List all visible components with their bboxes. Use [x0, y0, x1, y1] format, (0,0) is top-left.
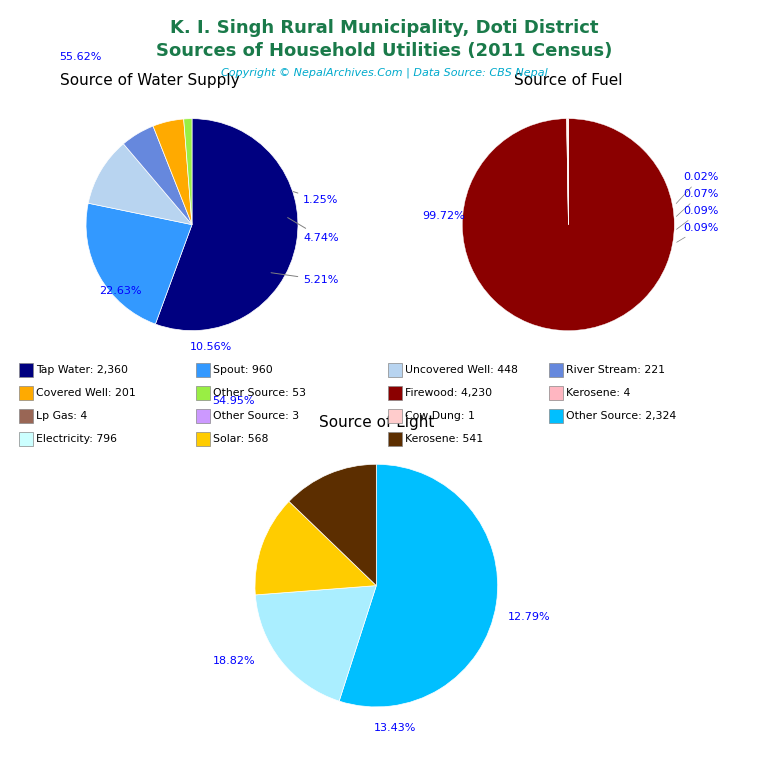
- Wedge shape: [88, 144, 192, 224]
- Text: Source of Water Supply: Source of Water Supply: [59, 73, 239, 88]
- Text: Firewood: 4,230: Firewood: 4,230: [405, 388, 492, 399]
- Text: Covered Well: 201: Covered Well: 201: [36, 388, 136, 399]
- Wedge shape: [339, 464, 498, 707]
- Text: 5.21%: 5.21%: [271, 273, 339, 285]
- Text: Spout: 960: Spout: 960: [213, 365, 273, 376]
- Text: 55.62%: 55.62%: [60, 52, 102, 62]
- Text: Copyright © NepalArchives.Com | Data Source: CBS Nepal: Copyright © NepalArchives.Com | Data Sou…: [220, 68, 548, 78]
- Text: 13.43%: 13.43%: [373, 723, 415, 733]
- Text: 0.09%: 0.09%: [677, 223, 718, 242]
- Wedge shape: [155, 118, 298, 330]
- Text: Electricity: 796: Electricity: 796: [36, 434, 117, 445]
- Wedge shape: [567, 119, 568, 224]
- Text: 1.25%: 1.25%: [293, 191, 339, 206]
- Text: Lp Gas: 4: Lp Gas: 4: [36, 411, 88, 422]
- Wedge shape: [567, 119, 568, 224]
- Text: Sources of Household Utilities (2011 Census): Sources of Household Utilities (2011 Cen…: [156, 42, 612, 60]
- Text: 22.63%: 22.63%: [99, 286, 141, 296]
- Text: Tap Water: 2,360: Tap Water: 2,360: [36, 365, 128, 376]
- Text: 0.07%: 0.07%: [677, 189, 718, 217]
- Text: Other Source: 53: Other Source: 53: [213, 388, 306, 399]
- Text: Other Source: 3: Other Source: 3: [213, 411, 299, 422]
- Text: 18.82%: 18.82%: [213, 657, 255, 667]
- Wedge shape: [153, 119, 192, 224]
- Text: 0.09%: 0.09%: [677, 206, 718, 230]
- Text: K. I. Singh Rural Municipality, Doti District: K. I. Singh Rural Municipality, Doti Dis…: [170, 19, 598, 37]
- Wedge shape: [289, 464, 376, 585]
- Text: 4.74%: 4.74%: [288, 217, 339, 243]
- Wedge shape: [124, 126, 192, 224]
- Wedge shape: [255, 502, 376, 595]
- Text: 0.02%: 0.02%: [676, 172, 718, 204]
- Wedge shape: [86, 204, 192, 324]
- Title: Source of Fuel: Source of Fuel: [514, 73, 623, 88]
- Wedge shape: [255, 585, 376, 701]
- Wedge shape: [184, 118, 192, 224]
- Text: River Stream: 221: River Stream: 221: [566, 365, 665, 376]
- Text: Kerosene: 541: Kerosene: 541: [405, 434, 483, 445]
- Text: 54.95%: 54.95%: [213, 396, 255, 406]
- Text: 12.79%: 12.79%: [508, 611, 550, 621]
- Wedge shape: [462, 118, 674, 330]
- Text: Uncovered Well: 448: Uncovered Well: 448: [405, 365, 518, 376]
- Text: 99.72%: 99.72%: [422, 211, 465, 221]
- Text: Kerosene: 4: Kerosene: 4: [566, 388, 631, 399]
- Text: Other Source: 2,324: Other Source: 2,324: [566, 411, 677, 422]
- Text: 10.56%: 10.56%: [190, 342, 232, 352]
- Text: Solar: 568: Solar: 568: [213, 434, 268, 445]
- Title: Source of Light: Source of Light: [319, 415, 434, 430]
- Text: Cow Dung: 1: Cow Dung: 1: [405, 411, 475, 422]
